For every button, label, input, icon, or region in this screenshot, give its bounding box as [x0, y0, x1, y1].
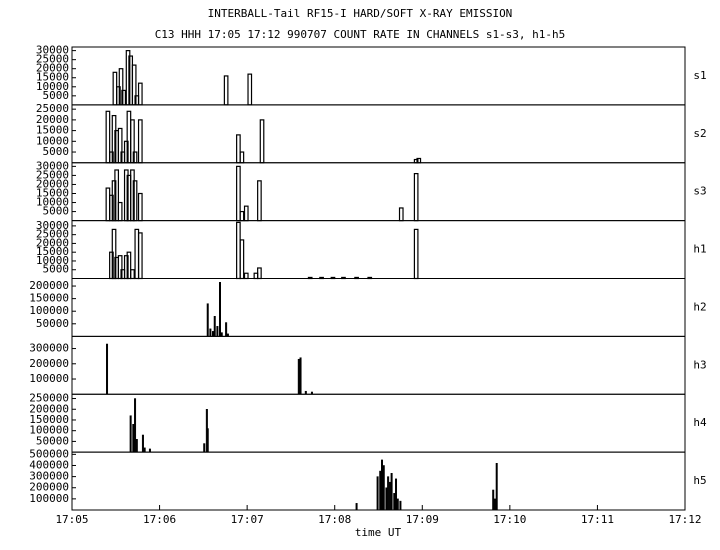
bar [206, 303, 209, 337]
panel-label: h4 [693, 416, 707, 429]
panel-label: h5 [693, 474, 706, 487]
y-tick-label: 30000 [36, 159, 69, 172]
bar [387, 476, 390, 511]
x-tick-label: 17:06 [143, 513, 176, 526]
y-tick-label: 20000 [36, 62, 69, 75]
x-tick-label: 17:11 [581, 513, 614, 526]
bar [213, 315, 216, 337]
bar [390, 473, 393, 511]
bar [129, 415, 132, 453]
bar [209, 328, 212, 337]
y-tick-label: 30000 [36, 44, 69, 57]
bar [396, 498, 399, 511]
y-tick-label: 150000 [29, 413, 69, 426]
bar [382, 465, 385, 511]
y-tick-label: 20000 [36, 236, 69, 249]
y-tick-label: 15000 [36, 186, 69, 199]
y-tick-label: 5000 [43, 263, 70, 276]
bar [218, 282, 221, 337]
y-tick-label: 20000 [36, 177, 69, 190]
y-tick-label: 100000 [29, 304, 69, 317]
y-tick-label: 10000 [36, 196, 69, 209]
chart-subtitle: C13 HHH 17:05 17:12 990707 COUNT RATE IN… [155, 28, 566, 41]
y-tick-label: 50000 [36, 317, 69, 330]
y-tick-label: 400000 [29, 458, 69, 471]
y-tick-label: 15000 [36, 71, 69, 84]
bar [132, 424, 135, 453]
y-tick-label: 30000 [36, 219, 69, 232]
y-tick-label: 200000 [29, 402, 69, 415]
bar [393, 493, 396, 511]
bar [379, 470, 382, 511]
x-axis-label: time UT [355, 526, 402, 539]
bar [495, 463, 498, 511]
y-tick-label: 100000 [29, 492, 69, 505]
bar [220, 332, 223, 337]
panel-label: h3 [693, 358, 706, 371]
bar [395, 478, 398, 511]
y-tick-label: 250000 [29, 392, 69, 405]
y-tick-label: 100000 [29, 424, 69, 437]
panel-label: s3 [693, 185, 706, 198]
y-tick-label: 300000 [29, 342, 69, 355]
y-tick-label: 5000 [43, 145, 70, 158]
y-tick-label: 200000 [29, 481, 69, 494]
y-tick-label: 15000 [36, 124, 69, 137]
y-tick-label: 20000 [36, 113, 69, 126]
y-tick-label: 25000 [36, 102, 69, 115]
bar [106, 343, 109, 395]
y-tick-label: 25000 [36, 228, 69, 241]
bar [135, 439, 138, 453]
bar [297, 358, 300, 395]
x-tick-label: 17:08 [318, 513, 351, 526]
panel-label: s1 [693, 69, 706, 82]
y-tick-label: 200000 [29, 279, 69, 292]
bar [385, 487, 388, 511]
x-tick-label: 17:10 [493, 513, 526, 526]
bar [355, 503, 358, 511]
bar [399, 500, 402, 511]
y-tick-label: 5000 [43, 205, 70, 218]
panel-label: h1 [693, 243, 706, 256]
y-tick-label: 5000 [43, 89, 70, 102]
bar [206, 428, 209, 453]
y-tick-label: 500000 [29, 447, 69, 460]
bar [143, 447, 146, 453]
bar [388, 481, 391, 511]
y-tick-label: 10000 [36, 80, 69, 93]
bar [203, 443, 206, 453]
y-tick-label: 10000 [36, 254, 69, 267]
y-tick-label: 150000 [29, 292, 69, 305]
panel-label: h2 [693, 300, 706, 313]
bar [381, 459, 384, 511]
bar [216, 326, 219, 337]
y-tick-label: 25000 [36, 168, 69, 181]
y-tick-label: 200000 [29, 357, 69, 370]
x-tick-label: 17:05 [55, 513, 88, 526]
bar [225, 322, 228, 337]
chart-title: INTERBALL-Tail RF15-I HARD/SOFT X-RAY EM… [208, 7, 513, 20]
bar [299, 357, 302, 395]
y-tick-label: 50000 [36, 434, 69, 447]
y-tick-label: 10000 [36, 134, 69, 147]
x-tick-label: 17:09 [406, 513, 439, 526]
bar [492, 489, 495, 511]
y-tick-label: 100000 [29, 372, 69, 385]
bar [493, 498, 496, 511]
x-tick-label: 17:07 [231, 513, 264, 526]
bar [141, 434, 144, 453]
y-tick-label: 300000 [29, 470, 69, 483]
y-tick-label: 25000 [36, 53, 69, 66]
panel-label: s2 [693, 127, 706, 140]
bar [376, 476, 379, 511]
x-tick-label: 17:12 [668, 513, 701, 526]
bar [211, 331, 214, 337]
bar [134, 398, 137, 453]
y-tick-label: 15000 [36, 245, 69, 258]
